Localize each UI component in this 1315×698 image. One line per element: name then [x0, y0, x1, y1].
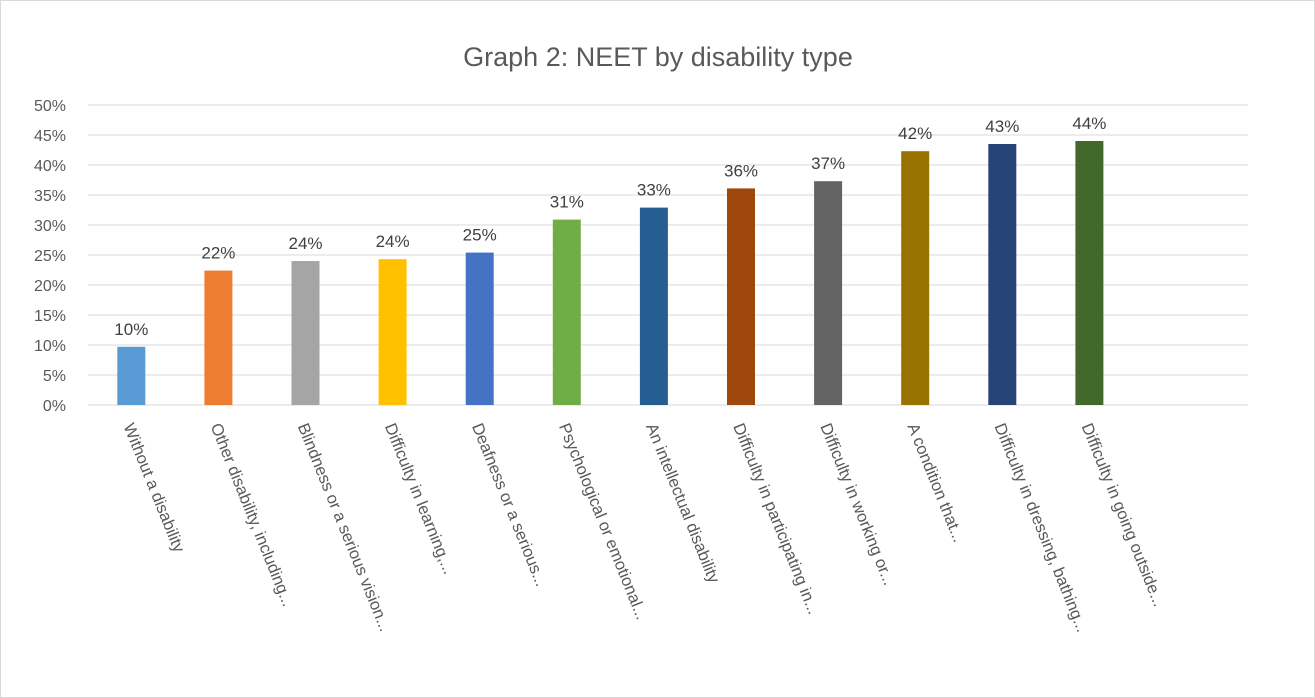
- bar: [204, 270, 233, 405]
- y-tick-label: 50%: [34, 98, 66, 115]
- data-label: 10%: [114, 320, 148, 339]
- data-label: 33%: [637, 181, 671, 200]
- y-tick-label: 0%: [43, 398, 66, 415]
- data-label: 42%: [898, 124, 932, 143]
- bar: [1075, 141, 1104, 405]
- y-tick-label: 5%: [43, 368, 66, 385]
- gridlines: [88, 104, 1248, 406]
- y-tick-label: 45%: [34, 128, 66, 145]
- y-axis-tick-labels: 0% 5% 10% 15% 20% 25% 30% 35% 40% 45% 50%: [34, 98, 66, 415]
- data-label: 25%: [463, 226, 497, 245]
- bar: [117, 346, 146, 405]
- y-tick-label: 15%: [34, 308, 66, 325]
- bar: [639, 207, 668, 405]
- data-labels: 10% 22% 24% 24% 25% 31% 33% 36% 37% 42% 43% 44%: [114, 114, 1106, 339]
- bar: [901, 151, 930, 405]
- bar: [988, 144, 1017, 405]
- bar: [814, 181, 843, 405]
- bar: [465, 252, 494, 405]
- bar: [552, 219, 581, 405]
- y-tick-label: 20%: [34, 278, 66, 295]
- data-label: 43%: [985, 117, 1019, 136]
- y-tick-label: 30%: [34, 218, 66, 235]
- data-label: 36%: [724, 161, 758, 180]
- bars: [117, 141, 1104, 405]
- y-tick-label: 40%: [34, 158, 66, 175]
- data-label: 24%: [288, 234, 322, 253]
- bar: [378, 259, 407, 405]
- bar: [291, 261, 320, 405]
- y-tick-label: 25%: [34, 248, 66, 265]
- data-label: 22%: [201, 244, 235, 263]
- y-tick-label: 10%: [34, 338, 66, 355]
- y-tick-label: 35%: [34, 188, 66, 205]
- data-label: 44%: [1072, 114, 1106, 133]
- data-label: 24%: [376, 232, 410, 251]
- data-label: 37%: [811, 154, 845, 173]
- data-label: 31%: [550, 193, 584, 212]
- chart-title: Graph 2: NEET by disability type: [463, 42, 853, 72]
- bar: [727, 188, 755, 405]
